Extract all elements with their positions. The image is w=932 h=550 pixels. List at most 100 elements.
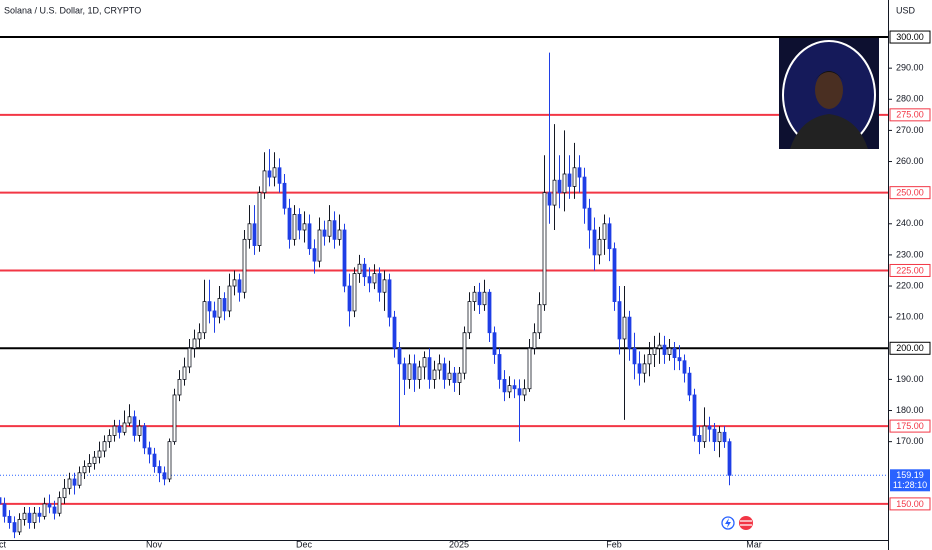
candle-body <box>592 229 597 256</box>
candle-body <box>77 472 82 486</box>
candle-body <box>137 425 142 436</box>
countdown-label: 11:28:10 <box>893 480 927 490</box>
candle-body <box>297 214 302 231</box>
y-tick-label: 270.00 <box>896 125 924 135</box>
currency-label: USD <box>896 5 916 15</box>
candle-body <box>162 472 167 480</box>
candle-body <box>252 223 257 246</box>
candle-body <box>492 332 497 355</box>
candle-body <box>432 369 437 380</box>
candle-body <box>17 519 22 533</box>
candle-body <box>622 316 627 340</box>
candle-body <box>552 179 557 206</box>
candle-body <box>87 463 92 467</box>
candle-body <box>377 273 382 293</box>
candle-body <box>327 220 332 237</box>
candle-body <box>202 301 207 334</box>
candle-body <box>47 503 52 508</box>
candle-body <box>717 431 722 443</box>
x-tick-label: Dec <box>296 539 313 549</box>
candle-body <box>577 167 582 178</box>
level-label: 300.00 <box>896 32 924 42</box>
level-label: 200.00 <box>896 343 924 353</box>
x-tick-label: Feb <box>606 539 622 549</box>
candle-body <box>632 347 637 365</box>
y-tick-label: 170.00 <box>896 436 924 446</box>
candle-body <box>267 170 272 178</box>
candle-body <box>122 422 127 433</box>
candle-body <box>27 512 32 523</box>
candle-body <box>657 344 662 349</box>
y-tick-label: 220.00 <box>896 280 924 290</box>
candle-body <box>92 456 97 464</box>
candle-body <box>387 279 392 318</box>
candle-body <box>457 372 462 383</box>
candle-body <box>97 450 102 458</box>
candle-body <box>127 416 132 424</box>
candle-body <box>427 357 432 380</box>
candle-body <box>482 291 487 306</box>
candle-body <box>302 223 307 231</box>
candle-body <box>607 223 612 250</box>
candle-body <box>322 229 327 237</box>
candle-body <box>152 453 157 467</box>
candle-body <box>487 291 492 334</box>
candle-body <box>367 276 372 284</box>
current-price-label: 159.19 <box>896 470 924 480</box>
candle-body <box>117 425 122 433</box>
level-label-box <box>889 341 931 355</box>
candle-body <box>497 354 502 380</box>
candle-body <box>417 366 422 380</box>
webcam-person-hair <box>815 71 843 80</box>
candle-body <box>347 285 352 312</box>
candle-body <box>637 363 642 374</box>
candle-body <box>222 298 227 312</box>
candle-body <box>292 214 297 240</box>
current-price-box <box>890 469 930 492</box>
candle-body <box>442 363 447 380</box>
candle-body <box>107 435 112 443</box>
candle-body <box>397 347 402 365</box>
candle-body <box>332 220 337 240</box>
candle-body <box>542 192 547 306</box>
level-label-box <box>889 186 931 200</box>
candle-body <box>692 394 697 436</box>
candle-body <box>462 332 467 374</box>
chart-title: Solana / U.S. Dollar, 1D, CRYPTO <box>4 5 141 15</box>
x-tick-label: Nov <box>146 539 163 549</box>
candle-body <box>312 248 317 262</box>
candle-body <box>562 173 567 194</box>
candle-body <box>172 394 177 443</box>
candle-body <box>132 416 137 436</box>
y-tick-label: 210.00 <box>896 312 924 322</box>
candle-body <box>447 372 452 380</box>
candle-body <box>412 363 417 380</box>
candle-body <box>582 176 587 209</box>
x-tick-label: Mar <box>746 539 762 549</box>
candle-body <box>602 223 607 240</box>
flag-icon <box>739 516 753 530</box>
y-tick-label: 280.00 <box>896 94 924 104</box>
candle-body <box>337 229 342 240</box>
candle-body <box>22 512 27 520</box>
candle-body <box>382 279 387 293</box>
level-label-box <box>889 30 931 44</box>
candle-body <box>262 170 267 194</box>
y-tick-label: 190.00 <box>896 374 924 384</box>
candle-body <box>372 273 377 284</box>
candle-body <box>57 497 62 514</box>
flag-stripes <box>740 520 752 526</box>
webcam-person-head <box>815 71 843 109</box>
candle-body <box>672 347 677 359</box>
candle-body <box>407 363 412 380</box>
x-tick-label: Oct <box>0 539 6 549</box>
candle-body <box>477 291 482 306</box>
candle-body <box>277 167 282 184</box>
candle-body <box>677 357 682 362</box>
candle-body <box>402 363 407 380</box>
y-tick-label: 240.00 <box>896 218 924 228</box>
candle-body <box>237 279 242 293</box>
candle-body <box>362 263 367 278</box>
candle-body <box>342 229 347 287</box>
